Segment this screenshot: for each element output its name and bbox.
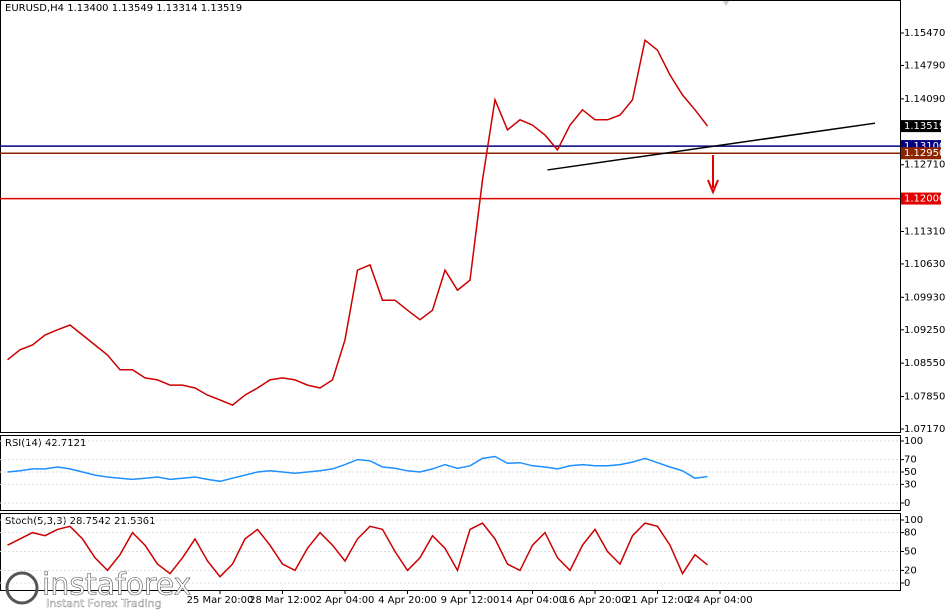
y-tick-label: 80 <box>904 528 917 539</box>
x-tick-label: 21 Apr 12:00 <box>625 595 690 606</box>
x-tick-label: 25 Mar 20:00 <box>187 595 254 606</box>
y-tick-label: 1.14790 <box>904 60 945 71</box>
y-tick-label: 0 <box>904 498 910 509</box>
y-tick-label: 1.09250 <box>904 325 945 336</box>
trend-line <box>547 122 876 171</box>
y-tick-label: 100 <box>904 436 923 447</box>
y-tick-label: 1.07170 <box>904 424 945 435</box>
y-tick-label: 50 <box>904 547 917 558</box>
price-line <box>7 38 709 406</box>
x-tick-label: 24 Apr 04:00 <box>687 595 752 606</box>
y-tick-label: 1.11310 <box>904 226 945 237</box>
y-tick-label: 30 <box>904 479 917 490</box>
price-line <box>7 522 708 578</box>
x-tick-label: 28 Mar 12:00 <box>249 595 316 606</box>
y-tick-label: 1.12710 <box>904 160 945 171</box>
y-tick-label: 1.14090 <box>904 94 945 105</box>
level-label: 1.12000 <box>904 194 945 205</box>
y-tick-label: 20 <box>904 565 917 576</box>
level-label: 1.12950 <box>904 148 945 159</box>
panel-title: EURUSD,H4 1.13400 1.13549 1.13314 1.1351… <box>5 3 242 14</box>
level-box <box>901 147 941 160</box>
x-tick-label: 2 Apr 04:00 <box>316 595 375 606</box>
y-tick-label: 70 <box>904 455 917 466</box>
x-tick-label: 16 Apr 20:00 <box>562 595 627 606</box>
level-box <box>901 192 941 205</box>
panel-title: Stoch(5,3,3) 28.7542 21.5361 <box>5 516 156 527</box>
panel-frame <box>0 0 901 433</box>
x-tick-label: 14 Apr 04:00 <box>500 595 565 606</box>
brand: instaforex <box>42 568 191 603</box>
arrow <box>707 155 719 195</box>
y-tick-label: 1.10630 <box>904 259 945 270</box>
panel-title: RSI(14) 42.7121 <box>5 438 86 449</box>
y-tick-label: 0 <box>904 578 910 589</box>
y-tick-label: 100 <box>904 515 923 526</box>
y-tick-label: 1.07850 <box>904 392 945 403</box>
y-tick-label: 1.08550 <box>904 358 945 369</box>
x-tick-label: 4 Apr 20:00 <box>378 595 437 606</box>
y-tick-label: 1.15470 <box>904 28 945 39</box>
level-label: 1.13519 <box>904 121 945 132</box>
panel-frame <box>0 435 901 511</box>
price-line <box>7 455 708 483</box>
level-box <box>901 120 941 133</box>
y-tick-label: 1.09930 <box>904 292 945 303</box>
logo <box>5 571 39 605</box>
scroll-marker <box>722 0 730 6</box>
y-tick-label: 50 <box>904 467 917 478</box>
level-label: 1.13100 <box>904 141 945 152</box>
x-tick-label: 9 Apr 12:00 <box>441 595 500 606</box>
tagline: Instant Forex Trading <box>46 597 162 610</box>
